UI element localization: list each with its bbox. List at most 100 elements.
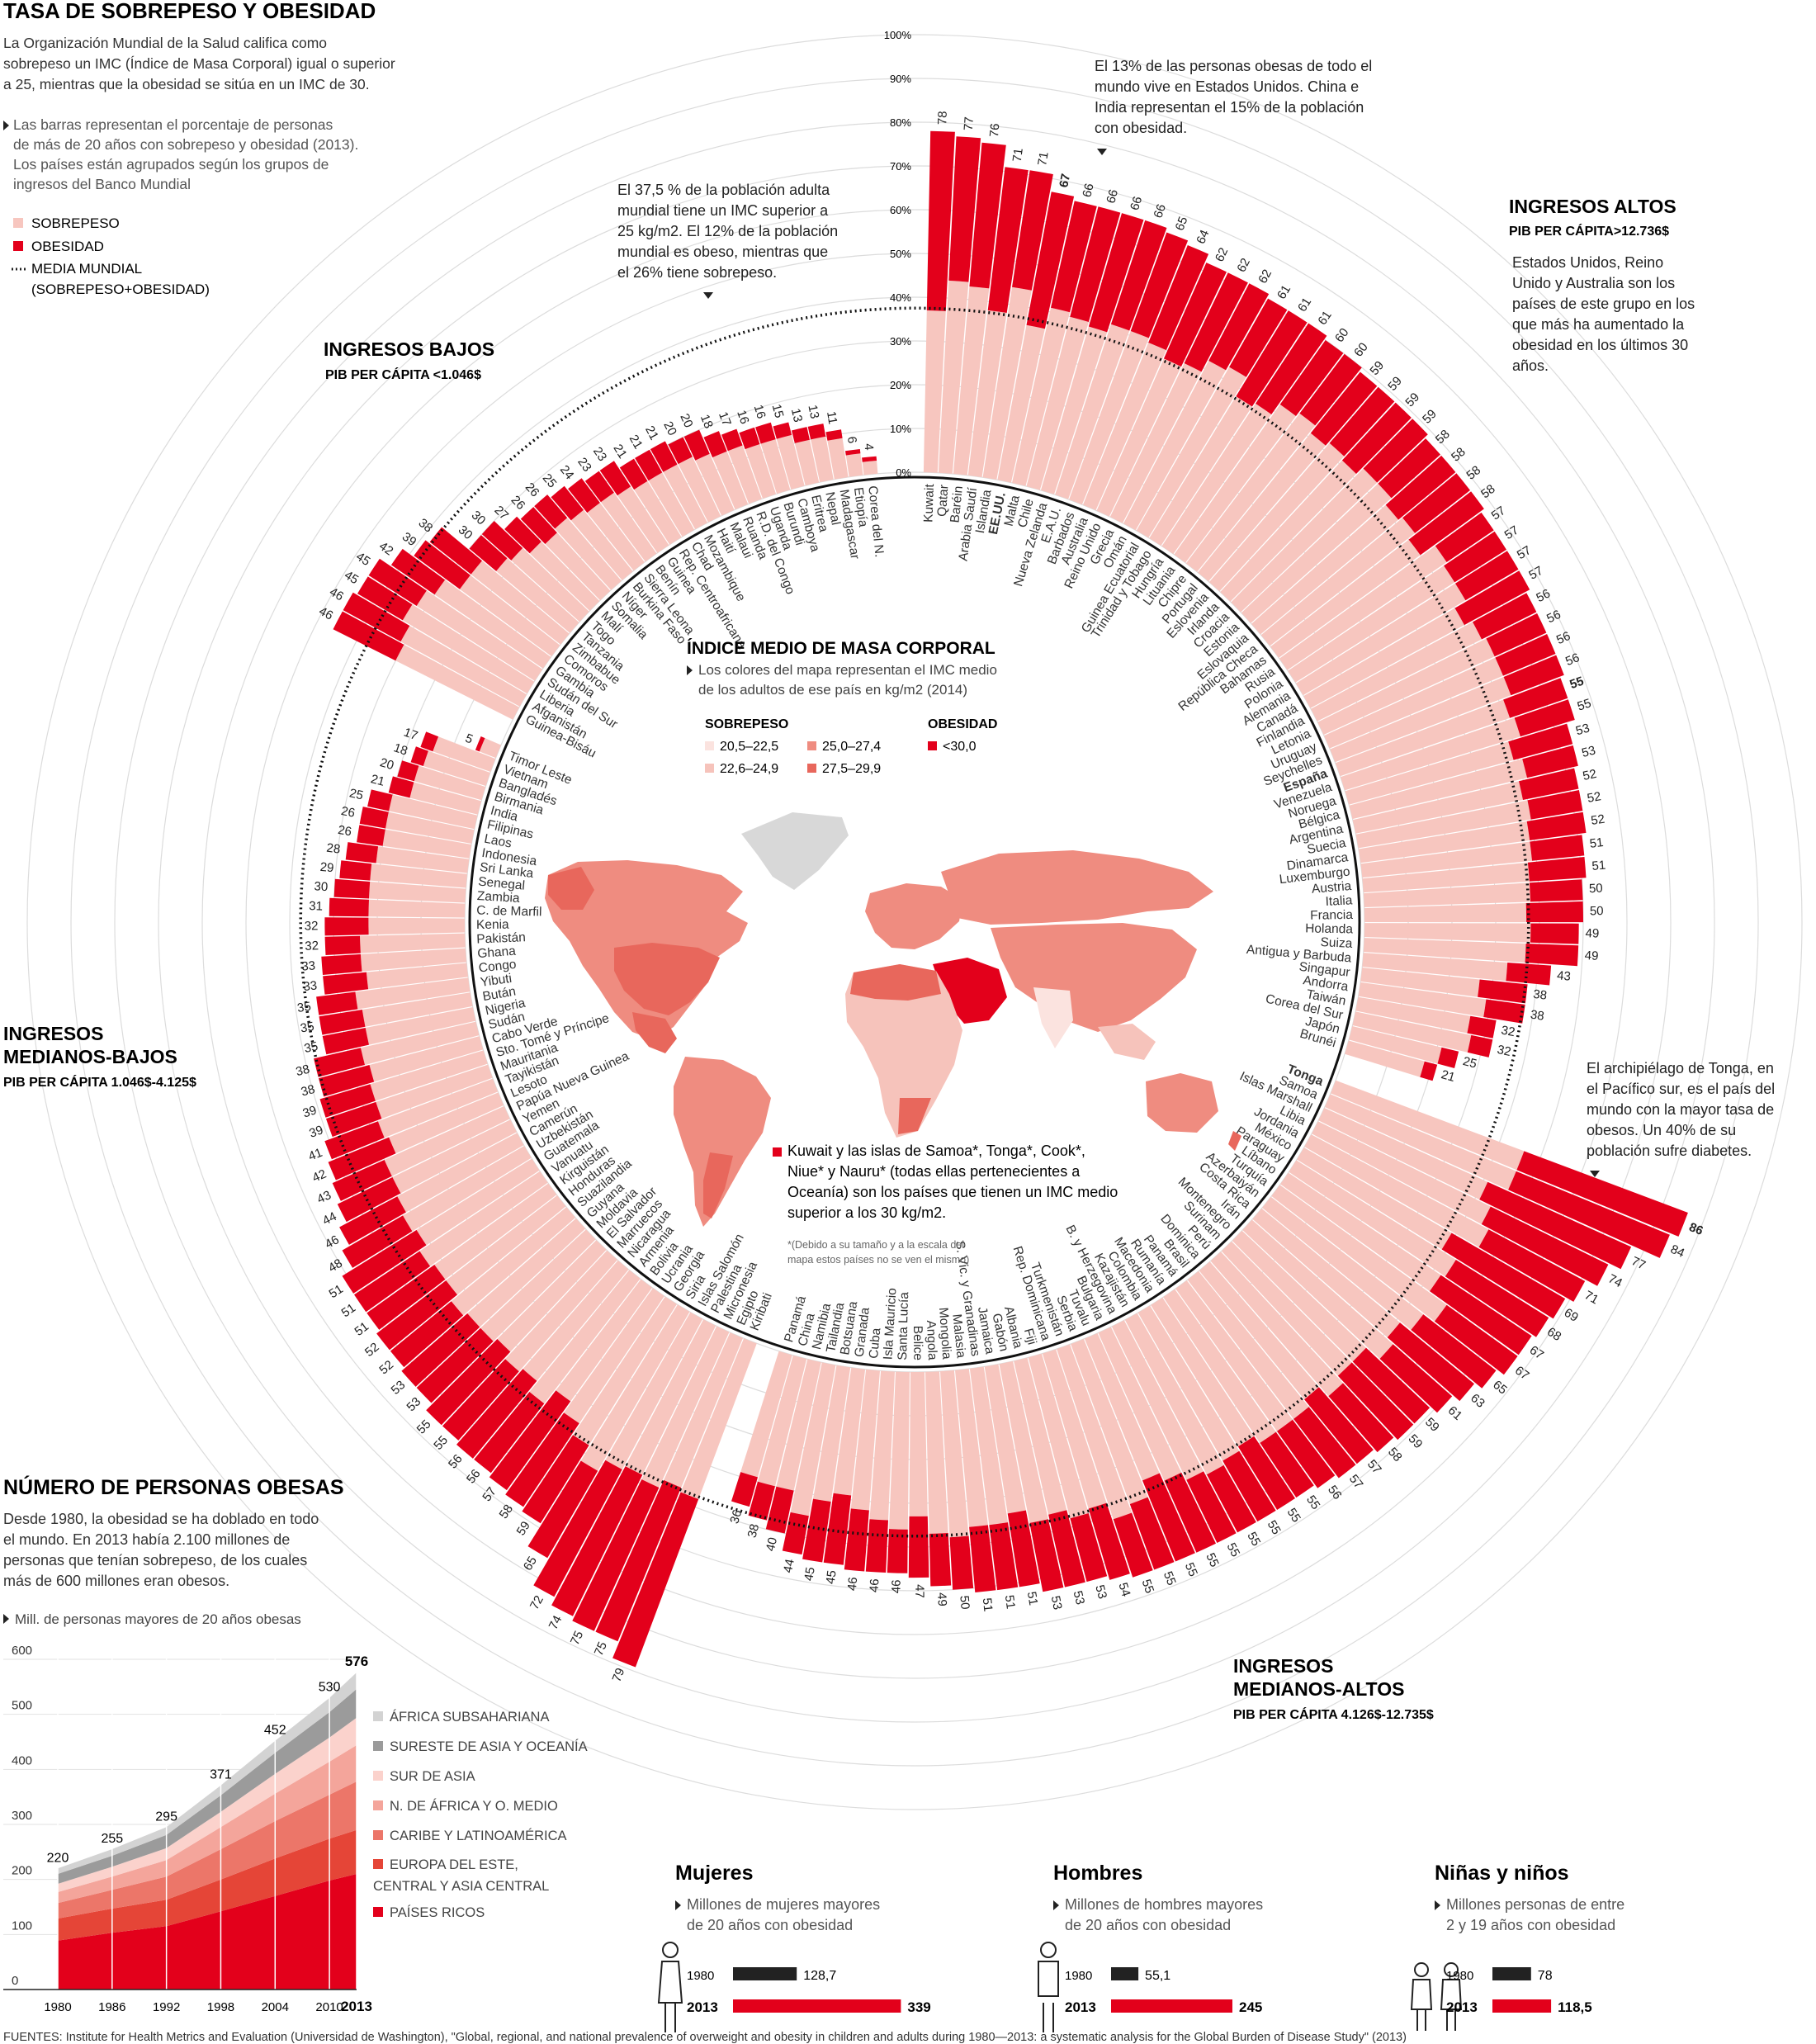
bar-obesity — [926, 130, 955, 311]
radial-axis-tick: 80% — [890, 116, 911, 129]
area-legend-swatch — [373, 1800, 383, 1810]
bar-obesity — [1529, 879, 1583, 902]
bar-obesity — [339, 860, 372, 881]
value-label: 84 — [1668, 1242, 1686, 1261]
bar-overweight — [1175, 1280, 1293, 1431]
bar-2013 — [1492, 1999, 1552, 2013]
value-label: 79 — [609, 1666, 627, 1684]
bar-overweight — [416, 1158, 540, 1246]
value-label: 65 — [521, 1554, 540, 1573]
bar-obesity — [1048, 1510, 1085, 1587]
bar-overweight — [362, 992, 473, 1027]
bar-overweight — [862, 461, 878, 476]
bar-obesity — [339, 1196, 406, 1245]
bar-1980 — [1111, 1967, 1139, 1980]
woman-icon — [657, 1942, 683, 2032]
group-label-low: INGRESOS BAJOS PIB PER CÁPITA <1.046$ — [324, 338, 494, 382]
bar-obesity — [1329, 386, 1395, 457]
bar-overweight — [382, 829, 472, 859]
bar-overweight — [1355, 800, 1531, 849]
value-label: 43 — [1557, 968, 1572, 983]
footer-sources: FUENTES: Institute for Health Metrics an… — [3, 2031, 1407, 2044]
value-label: 57 — [1526, 564, 1545, 583]
radial-axis-tick: 90% — [890, 73, 911, 85]
legend-overweight-swatch — [13, 218, 23, 228]
area-x-tick: 2013 — [341, 1999, 372, 2014]
value-label: 35 — [303, 1039, 319, 1056]
bar-obesity — [333, 611, 404, 661]
bar-obesity — [314, 1048, 365, 1077]
bar-overweight — [416, 590, 543, 681]
map-greenland — [741, 812, 849, 890]
bar-overweight — [1349, 1026, 1442, 1064]
bar-obesity — [612, 1492, 699, 1668]
bar-obesity — [1277, 1419, 1336, 1488]
bar-obesity — [1516, 1151, 1688, 1237]
bar-overweight — [1221, 1241, 1352, 1376]
annotation-world: El 37,5 % de la población adulta mundial… — [617, 182, 838, 299]
map-overweight-title: SOBREPESO — [705, 717, 788, 731]
bar-obesity — [357, 576, 413, 621]
value-label: 49 — [1585, 926, 1599, 940]
area-y-tick: 400 — [12, 1753, 32, 1767]
small-chart-year: 1980 — [687, 1969, 714, 1983]
radial-axis-labels: 0% 10% 20% 30% 40% 50% 60% 70% 80% 90% 100% — [884, 29, 912, 479]
bar-overweight — [1330, 677, 1511, 763]
bar-overweight — [833, 1367, 866, 1496]
value-label: 15 — [769, 403, 787, 420]
bar-1980 — [1492, 1967, 1531, 1980]
svg-text:Las barras representan el porc: Las barras representan el porcentaje de … — [13, 116, 333, 133]
bar-overweight — [419, 1171, 548, 1266]
value-label: 52 — [376, 1358, 396, 1378]
bar-obesity — [1525, 944, 1579, 967]
bar-obesity — [1508, 1171, 1670, 1258]
svg-text:mundial tiene un IMC superior: mundial tiene un IMC superior a — [617, 202, 829, 219]
bar-overweight — [1352, 1011, 1472, 1053]
value-label: 35 — [296, 1000, 312, 1015]
value-label: 66 — [1128, 195, 1145, 212]
map-note: Kuwait y las islas de Samoa*, Tonga*, Co… — [773, 1143, 1118, 1266]
value-label: 38 — [1532, 987, 1548, 1003]
bar-obesity — [324, 917, 369, 936]
bar-overweight — [1297, 1147, 1452, 1250]
small-chart-desc: de 20 años con obesidad — [1065, 1917, 1231, 1933]
bar-overweight — [385, 811, 475, 844]
value-label: 60 — [1351, 340, 1371, 360]
bar-obesity — [343, 592, 410, 642]
bar-obesity — [584, 471, 614, 503]
bar-overweight — [1324, 657, 1503, 749]
bar-overweight — [392, 1119, 517, 1194]
bar-obesity — [1070, 1513, 1108, 1583]
bar-obesity — [527, 1460, 598, 1559]
bar-overweight — [1040, 326, 1108, 494]
svg-text:mapa estos países no se ven el: mapa estos países no se ven el mismo) — [787, 1254, 969, 1266]
bar-obesity — [1110, 220, 1167, 331]
bar-overweight — [634, 480, 682, 545]
bar-obesity — [1437, 1047, 1459, 1068]
area-series — [58, 1745, 357, 1904]
group-label-uppermid: INGRESOS MEDIANOS-ALTOS PIB PER CÁPITA 4… — [1233, 1655, 1434, 1722]
bar-obesity — [416, 1327, 494, 1403]
svg-text:ingresos del Banco Mundial: ingresos del Banco Mundial — [13, 176, 191, 192]
value-label: 78 — [935, 111, 950, 125]
svg-text:Oceanía) son los países que ti: Oceanía) son los países que tienen un IM… — [787, 1184, 1118, 1200]
map-europe — [865, 883, 962, 949]
bar-obesity — [1455, 551, 1519, 601]
value-label: 77 — [962, 116, 977, 131]
group-high-name: INGRESOS ALTOS — [1509, 196, 1676, 217]
bar-overweight — [376, 1064, 493, 1119]
svg-text:a 25, mientras que la obesidad: a 25, mientras que la obesidad se sitúa … — [3, 76, 370, 92]
value-label: 55 — [1265, 1518, 1284, 1537]
bar-overweight — [1335, 699, 1511, 777]
value-label: 51 — [327, 1282, 346, 1301]
bar-overweight — [511, 547, 589, 622]
value-label: 5 — [463, 731, 475, 747]
value-label: 52 — [362, 1340, 382, 1360]
bar-overweight — [1352, 781, 1523, 834]
bar-overweight — [1185, 413, 1316, 572]
value-label: 67 — [1512, 1364, 1532, 1384]
bar-overweight — [1136, 367, 1246, 538]
area-total-label: 255 — [101, 1832, 123, 1846]
bar-obesity — [1473, 593, 1537, 640]
value-label: 26 — [508, 493, 528, 513]
